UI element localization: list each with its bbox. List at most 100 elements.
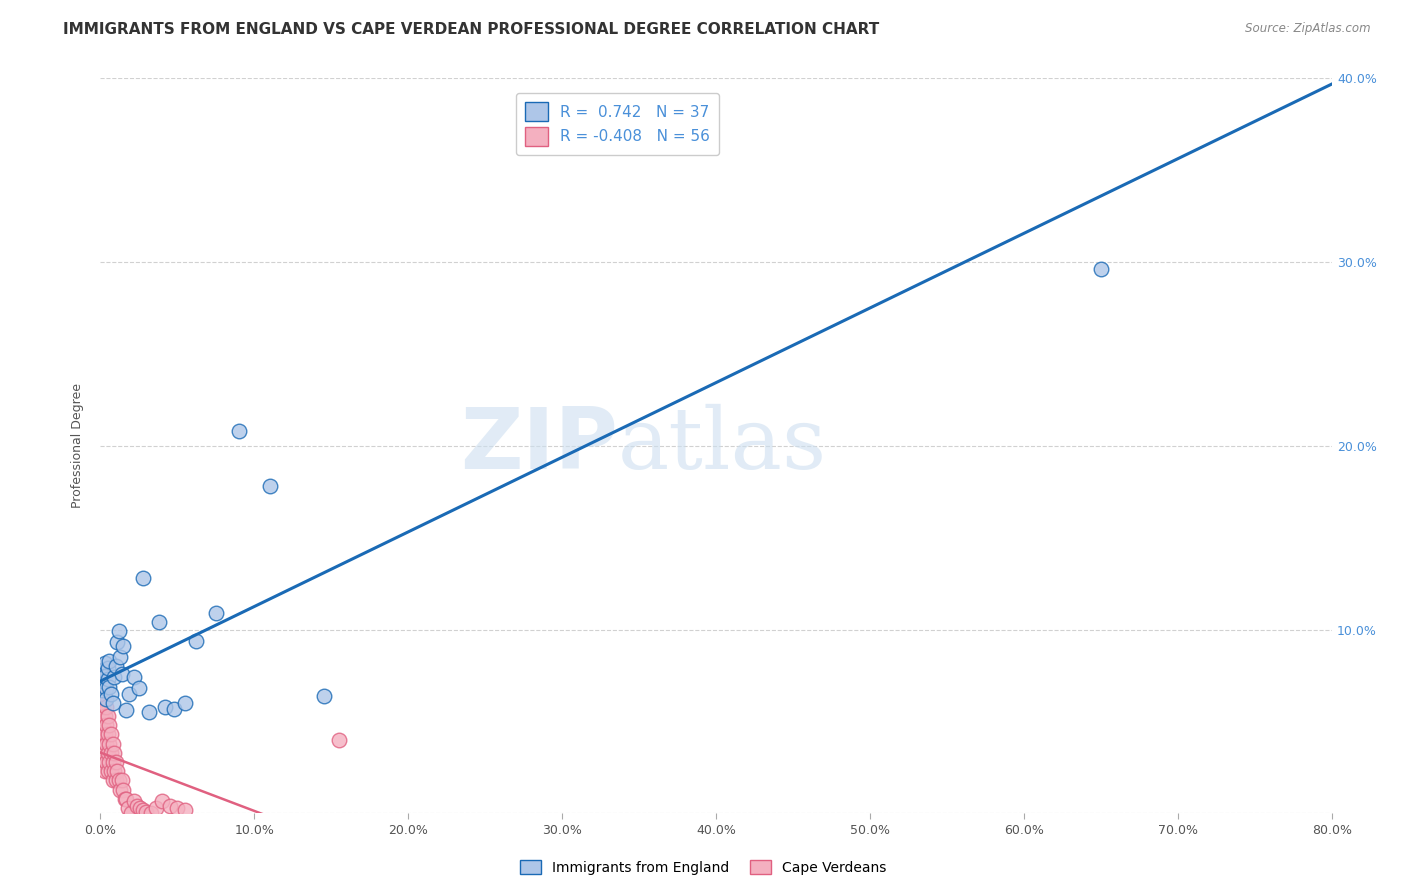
Text: Source: ZipAtlas.com: Source: ZipAtlas.com xyxy=(1246,22,1371,36)
Point xyxy=(94,668,117,682)
Point xyxy=(148,615,170,630)
Point xyxy=(96,692,118,706)
Point xyxy=(97,746,120,760)
Point xyxy=(97,764,120,779)
Point xyxy=(115,704,138,718)
Point xyxy=(98,737,121,751)
Point xyxy=(105,635,128,649)
Point xyxy=(100,687,122,701)
Point xyxy=(150,794,173,808)
Point xyxy=(103,764,125,779)
Point xyxy=(145,801,167,815)
Point xyxy=(122,670,145,684)
Point xyxy=(105,764,128,779)
Point xyxy=(101,737,124,751)
Point xyxy=(129,801,152,815)
Point xyxy=(120,806,142,821)
Point xyxy=(100,764,122,779)
Point xyxy=(112,639,135,653)
Point xyxy=(104,755,127,769)
Y-axis label: Professional Degree: Professional Degree xyxy=(72,384,84,508)
Point xyxy=(128,681,150,696)
Point xyxy=(96,755,118,769)
Point xyxy=(111,666,134,681)
Point xyxy=(94,709,117,723)
Point xyxy=(132,803,155,817)
Point xyxy=(96,737,118,751)
Point xyxy=(96,699,118,714)
Point xyxy=(94,746,117,760)
Point xyxy=(98,680,121,694)
Point xyxy=(101,696,124,710)
Text: IMMIGRANTS FROM ENGLAND VS CAPE VERDEAN PROFESSIONAL DEGREE CORRELATION CHART: IMMIGRANTS FROM ENGLAND VS CAPE VERDEAN … xyxy=(63,22,880,37)
Point xyxy=(139,806,162,821)
Point xyxy=(111,773,134,788)
Point xyxy=(97,709,120,723)
Point xyxy=(90,692,112,706)
Point xyxy=(91,737,114,751)
Point xyxy=(100,746,122,760)
Point xyxy=(107,624,129,639)
Point xyxy=(96,718,118,732)
Point xyxy=(117,801,139,815)
Point xyxy=(114,791,136,805)
Point xyxy=(312,689,335,703)
Point xyxy=(97,727,120,741)
Point xyxy=(98,654,121,668)
Point xyxy=(132,571,155,585)
Point xyxy=(127,799,149,814)
Point xyxy=(184,633,207,648)
Text: atlas: atlas xyxy=(617,404,827,487)
Point xyxy=(98,718,121,732)
Point xyxy=(94,727,117,741)
Point xyxy=(110,650,132,665)
Legend: Immigrants from England, Cape Verdeans: Immigrants from England, Cape Verdeans xyxy=(515,855,891,880)
Point xyxy=(328,732,350,747)
Point xyxy=(174,803,197,817)
Legend: R =  0.742   N = 37, R = -0.408   N = 56: R = 0.742 N = 37, R = -0.408 N = 56 xyxy=(516,93,720,154)
Point xyxy=(153,699,176,714)
Point xyxy=(110,782,132,797)
Point xyxy=(101,755,124,769)
Point xyxy=(104,773,127,788)
Point xyxy=(1090,262,1112,277)
Point xyxy=(90,711,112,725)
Point xyxy=(90,670,112,684)
Point xyxy=(103,670,125,684)
Point xyxy=(101,773,124,788)
Point xyxy=(174,696,197,710)
Point xyxy=(112,782,135,797)
Point xyxy=(122,794,145,808)
Point xyxy=(91,674,114,689)
Point xyxy=(1229,62,1251,76)
Point xyxy=(204,606,226,620)
Point xyxy=(91,663,114,677)
Point xyxy=(107,773,129,788)
Point xyxy=(94,690,117,705)
Point xyxy=(166,801,188,815)
Point xyxy=(103,746,125,760)
Point xyxy=(163,701,186,715)
Point xyxy=(138,706,160,720)
Point xyxy=(228,424,250,438)
Point xyxy=(91,681,114,696)
Point xyxy=(97,661,120,675)
Point xyxy=(94,764,117,779)
Point xyxy=(91,699,114,714)
Point xyxy=(100,727,122,741)
Point xyxy=(94,656,117,670)
Text: ZIP: ZIP xyxy=(460,404,617,487)
Point xyxy=(118,687,141,701)
Point xyxy=(90,729,112,743)
Point xyxy=(91,755,114,769)
Point xyxy=(97,672,120,686)
Point xyxy=(135,805,157,819)
Point xyxy=(115,791,138,805)
Point xyxy=(90,683,112,698)
Point xyxy=(159,799,181,814)
Point xyxy=(91,718,114,732)
Point xyxy=(98,755,121,769)
Point xyxy=(96,681,118,696)
Point xyxy=(104,659,127,673)
Point xyxy=(259,479,281,493)
